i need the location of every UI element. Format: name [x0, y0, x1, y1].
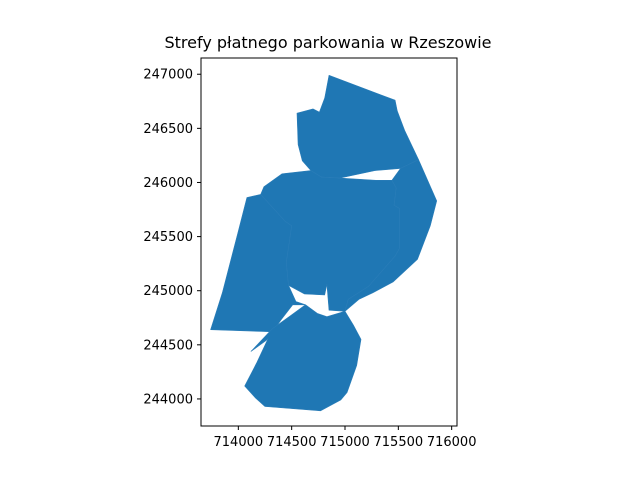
parking-zone-5 [244, 304, 362, 412]
y-tick-label: 246000 [143, 176, 193, 191]
y-tick-label: 244000 [143, 392, 193, 407]
x-tick-label: 714000 [214, 435, 264, 450]
y-tick-label: 244500 [143, 338, 193, 353]
x-tick-label: 715000 [320, 435, 370, 450]
y-tick-label: 246500 [143, 122, 193, 137]
y-tick-label: 245500 [143, 230, 193, 245]
axes-frame [200, 57, 458, 427]
parking-zone-4 [344, 159, 438, 312]
x-tick-label: 716000 [427, 435, 477, 450]
y-tick-label: 247000 [143, 68, 193, 83]
chart-title: Strefy płatnego parkowania w Rzeszowie [164, 33, 492, 52]
x-axis: 714000 714500 715000 715500 716000 [214, 426, 477, 450]
y-axis: 244000 244500 245000 245500 246000 246500 2470… [143, 68, 201, 407]
x-tick-label: 715500 [374, 435, 424, 450]
parking-zone-1 [296, 75, 419, 179]
y-tick-label: 245000 [143, 284, 193, 299]
x-tick-label: 714500 [267, 435, 317, 450]
zones-layer [210, 75, 438, 412]
